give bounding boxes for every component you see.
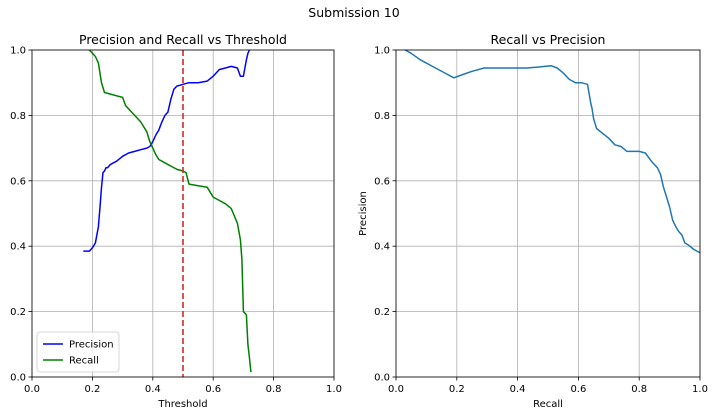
series-line-curve <box>404 49 701 254</box>
x-tick-label: 0.6 <box>205 384 221 395</box>
legend: Precision Recall <box>36 331 120 373</box>
grid-lines <box>395 49 701 378</box>
y-tick-label: 0.0 <box>374 373 390 384</box>
legend-label: Precision <box>69 340 114 351</box>
series-line-precision <box>83 49 251 252</box>
y-axis-label: Precision <box>358 191 369 236</box>
chart-threshold: 0.0 0.2 0.4 0.6 0.8 1.0 0.0 0.2 0.4 0.6 0.8 1.0 Prec… <box>10 32 342 410</box>
y-tick-label: 0.6 <box>10 176 26 187</box>
y-tick-label: 0.6 <box>374 176 390 187</box>
x-tick-label: 0.8 <box>266 384 282 395</box>
chart-title: Precision and Recall vs Threshold <box>79 32 287 47</box>
y-tick-label: 0.8 <box>10 111 26 122</box>
x-tick-label: 0.2 <box>449 384 465 395</box>
y-tick-label: 0.2 <box>374 307 390 318</box>
y-tick-label: 0.0 <box>10 373 26 384</box>
x-tick-label: 0.8 <box>631 384 647 395</box>
y-tick-label: 0.4 <box>374 242 390 253</box>
legend-box <box>36 331 120 373</box>
x-tick-label: 0.4 <box>145 384 161 395</box>
y-tick-label: 1.0 <box>10 46 26 57</box>
x-tick-label: 1.0 <box>692 384 708 395</box>
legend-label: Recall <box>69 356 99 367</box>
y-tick-label: 0.4 <box>10 242 26 253</box>
chart-title: Recall vs Precision <box>491 32 606 47</box>
chart-recall-precision: 0.0 0.2 0.4 0.6 0.8 1.0 0.0 0.2 0.4 0.6 0.8 1.0 Reca… <box>358 32 708 410</box>
x-tick-label: 0.4 <box>510 384 526 395</box>
x-tick-label: 0.0 <box>24 384 40 395</box>
x-tick-label: 0.0 <box>388 384 404 395</box>
x-tick-label: 1.0 <box>326 384 342 395</box>
series-line-recall <box>88 49 252 373</box>
y-tick-label: 0.2 <box>10 307 26 318</box>
x-tick-label: 0.2 <box>84 384 100 395</box>
x-axis-label: Threshold <box>157 399 207 410</box>
axes-frame <box>31 49 335 378</box>
figure-suptitle: Submission 10 <box>308 5 399 20</box>
y-tick-label: 1.0 <box>374 46 390 57</box>
x-axis-label: Recall <box>533 399 563 410</box>
x-tick-label: 0.6 <box>570 384 586 395</box>
y-tick-label: 0.8 <box>374 111 390 122</box>
axes-frame <box>395 49 701 378</box>
